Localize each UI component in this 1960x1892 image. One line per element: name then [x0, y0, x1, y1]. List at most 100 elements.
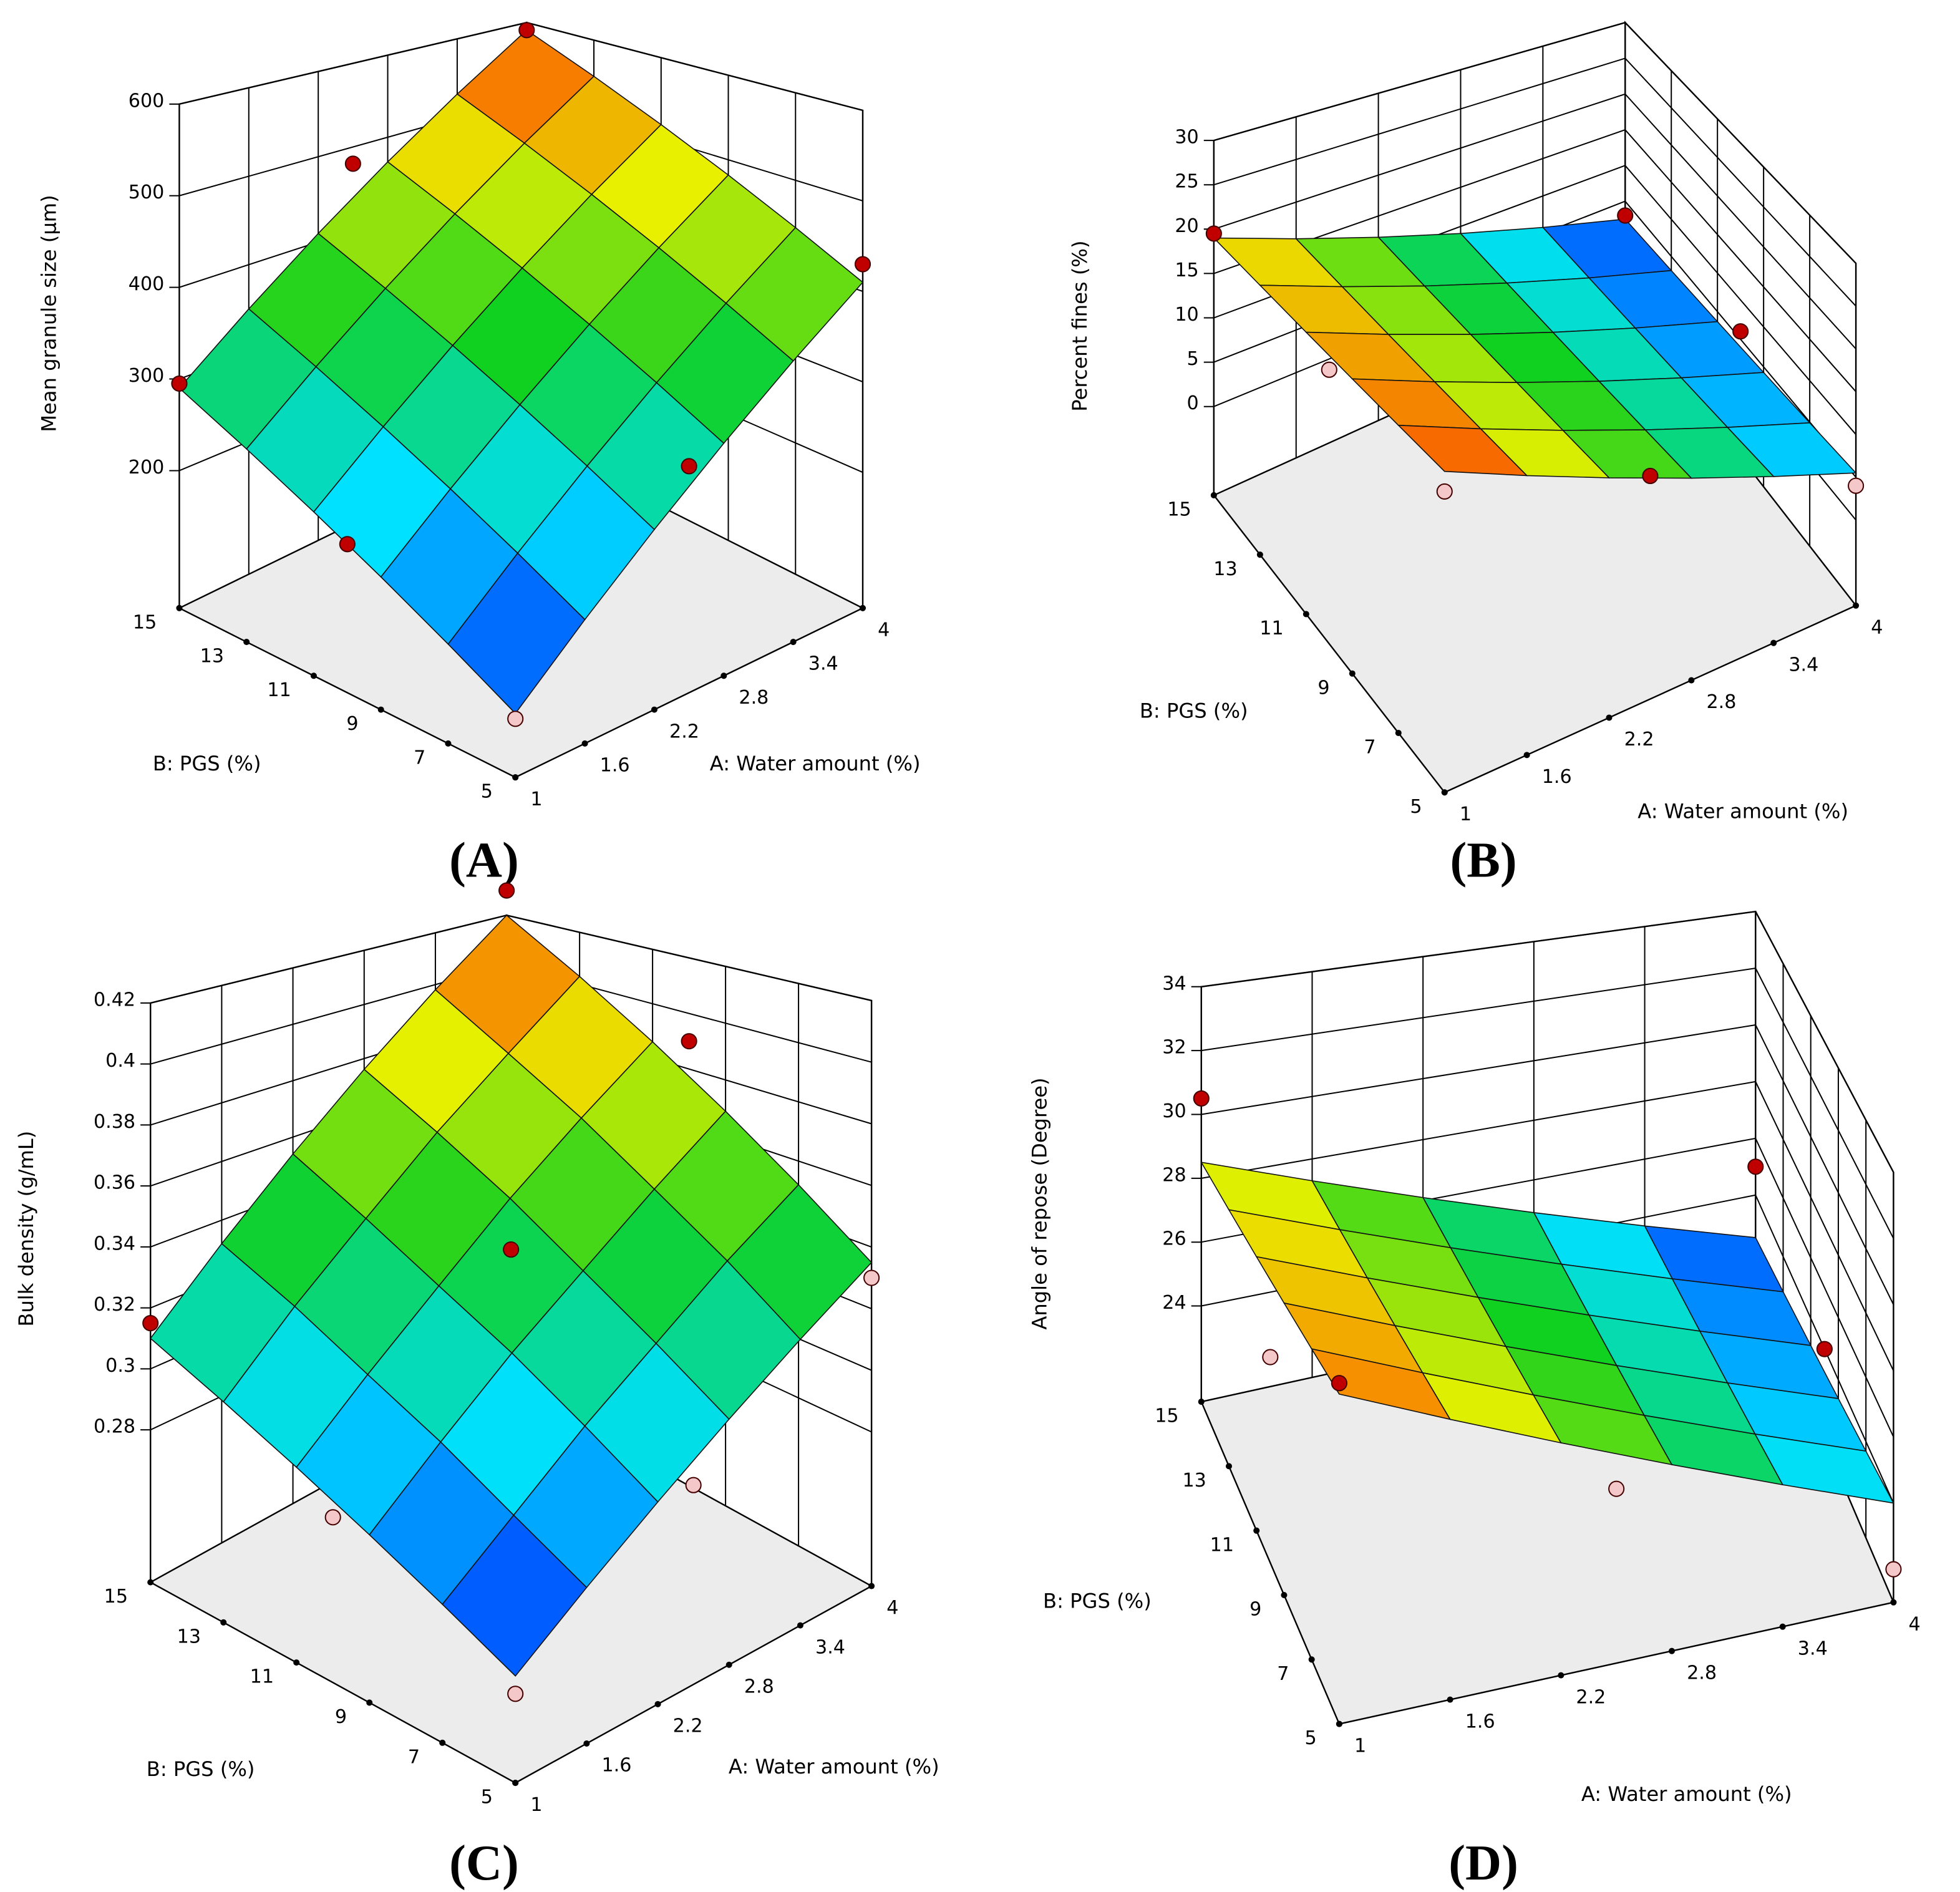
- y-tick-label: 5: [1410, 796, 1422, 818]
- x-tick-label: 2.8: [1706, 691, 1736, 713]
- floor-axes: [178, 607, 863, 779]
- z-tick-label: 24: [1162, 1292, 1186, 1314]
- y-axis-title: B: PGS (%): [1140, 699, 1248, 723]
- z-tick-label: 26: [1162, 1228, 1186, 1250]
- x-tick-label: 3.4: [1798, 1637, 1828, 1659]
- y-tick-label: 9: [1317, 677, 1329, 699]
- x-tick-label: 4: [878, 619, 890, 641]
- panel-label: (B): [1450, 832, 1516, 888]
- design-point: [324, 1509, 341, 1526]
- z-tick-label: 600: [129, 90, 165, 112]
- y-tick-label: 15: [133, 611, 157, 633]
- y-tick-label: 11: [250, 1666, 274, 1688]
- z-tick-label: 34: [1162, 973, 1186, 994]
- z-tick-label: 25: [1175, 171, 1198, 193]
- y-tick-label: 13: [200, 646, 224, 667]
- grid-line: [1213, 57, 1856, 307]
- x-tick-label: 1: [530, 788, 542, 810]
- z-tick-label: 32: [1162, 1037, 1186, 1059]
- y-tick-label: 7: [1364, 737, 1375, 759]
- y-tick-label: 15: [104, 1586, 128, 1608]
- grid-line: [1213, 129, 1856, 392]
- y-axis-title: B: PGS (%): [1043, 1589, 1152, 1613]
- y-axis-title: B: PGS (%): [153, 752, 261, 775]
- y-tick-label: 13: [1182, 1470, 1206, 1492]
- x-tick-label: 1: [1460, 803, 1472, 825]
- design-point: [1331, 1375, 1347, 1392]
- z-tick-label: 10: [1175, 304, 1198, 326]
- z-tick-label: 500: [129, 182, 165, 203]
- y-tick-label: 9: [346, 713, 358, 735]
- y-tick-label: 15: [1155, 1405, 1178, 1427]
- x-tick-label: 1.6: [601, 1755, 631, 1777]
- x-tick-label: 4: [886, 1597, 898, 1619]
- design-point: [681, 458, 697, 475]
- design-point: [171, 375, 188, 392]
- z-tick-label: 15: [1175, 260, 1198, 281]
- z-tick-label: 30: [1175, 127, 1198, 148]
- x-tick-label: 2.8: [744, 1676, 774, 1697]
- x-tick-label: 2.8: [739, 687, 769, 709]
- y-tick-label: 5: [1305, 1727, 1317, 1749]
- panel-label: (D): [1448, 1835, 1518, 1891]
- x-tick-label: 1: [1354, 1735, 1366, 1757]
- panel-label: (C): [449, 1835, 519, 1891]
- surface-cell: [447, 552, 586, 714]
- y-tick-label: 11: [1259, 618, 1283, 639]
- x-tick-label: 2.2: [673, 1715, 703, 1737]
- z-axis-title: Percent fines (%): [1068, 240, 1092, 411]
- z-tick-label: 0.42: [94, 989, 135, 1011]
- y-tick-label: 7: [414, 747, 425, 769]
- design-point: [685, 1477, 702, 1493]
- x-tick-label: 3.4: [815, 1636, 845, 1658]
- design-point: [498, 882, 515, 899]
- design-point: [1885, 1561, 1902, 1578]
- z-tick-label: 300: [129, 365, 165, 387]
- x-axis-title: A: Water amount (%): [1637, 799, 1848, 823]
- grid-line: [1201, 968, 1895, 1239]
- y-tick-label: 7: [1277, 1663, 1289, 1685]
- grid-line: [1201, 1024, 1895, 1305]
- x-tick-label: 2.2: [1576, 1686, 1606, 1708]
- z-axis-title: Angle of repose (Degree): [1027, 1077, 1051, 1329]
- design-point: [1617, 207, 1634, 224]
- grid-line: [1201, 1080, 1895, 1371]
- y-axis-title: B: PGS (%): [147, 1757, 255, 1781]
- floor-axes: [1200, 1401, 1894, 1725]
- surface-cell: [442, 1514, 588, 1677]
- z-axis-title: Bulk density (g/mL): [14, 1131, 38, 1327]
- x-tick-label: 3.4: [1788, 654, 1818, 676]
- z-tick-label: 28: [1162, 1164, 1186, 1186]
- design-point: [1436, 483, 1453, 500]
- grid-line: [1213, 22, 1856, 264]
- design-point: [1205, 225, 1222, 242]
- z-tick-label: 0.32: [94, 1294, 135, 1316]
- design-point: [1193, 1090, 1210, 1107]
- z-tick-label: 0.28: [94, 1416, 135, 1438]
- z-tick-label: 5: [1187, 348, 1199, 370]
- floor-axes: [150, 1581, 872, 1784]
- figure-group: 11.62.22.83.44579111315200300400500600A:…: [14, 21, 1921, 1891]
- design-point: [854, 256, 871, 273]
- design-point: [1608, 1480, 1625, 1497]
- design-point: [863, 1269, 880, 1286]
- x-tick-label: 2.2: [1624, 729, 1654, 750]
- design-point: [339, 536, 356, 553]
- floor-axes: [1213, 495, 1856, 793]
- grid-line: [1213, 93, 1856, 349]
- y-tick-label: 11: [267, 679, 291, 701]
- x-tick-label: 1.6: [600, 755, 630, 777]
- x-tick-label: 1: [530, 1794, 542, 1816]
- design-point: [142, 1315, 159, 1332]
- y-tick-label: 5: [481, 781, 493, 803]
- z-tick-label: 400: [129, 273, 165, 295]
- surface-cell: [1311, 1348, 1452, 1420]
- x-tick-label: 4: [1909, 1613, 1921, 1635]
- design-point: [1848, 477, 1865, 494]
- z-tick-label: 20: [1175, 215, 1198, 237]
- z-tick-label: 0.3: [105, 1355, 135, 1377]
- design-point: [507, 1686, 524, 1702]
- x-tick-label: 1.6: [1465, 1710, 1495, 1732]
- y-tick-label: 11: [1210, 1534, 1234, 1556]
- y-tick-label: 9: [1249, 1599, 1261, 1621]
